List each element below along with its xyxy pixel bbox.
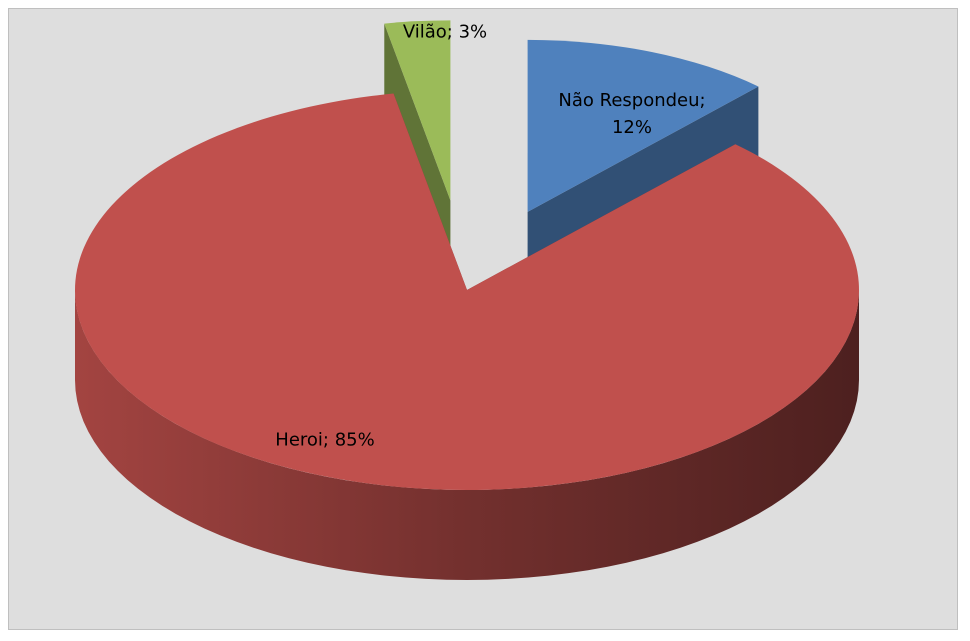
slice-top (384, 20, 451, 201)
data-label: Vilão; 3% (402, 21, 488, 43)
slice-top (527, 39, 759, 212)
slice-top (75, 93, 860, 491)
data-label: Heroi; 85% (275, 429, 375, 451)
data-label: Não Respondeu; 12% (558, 90, 706, 138)
slice-side (75, 290, 859, 580)
pie-slice (75, 93, 860, 580)
